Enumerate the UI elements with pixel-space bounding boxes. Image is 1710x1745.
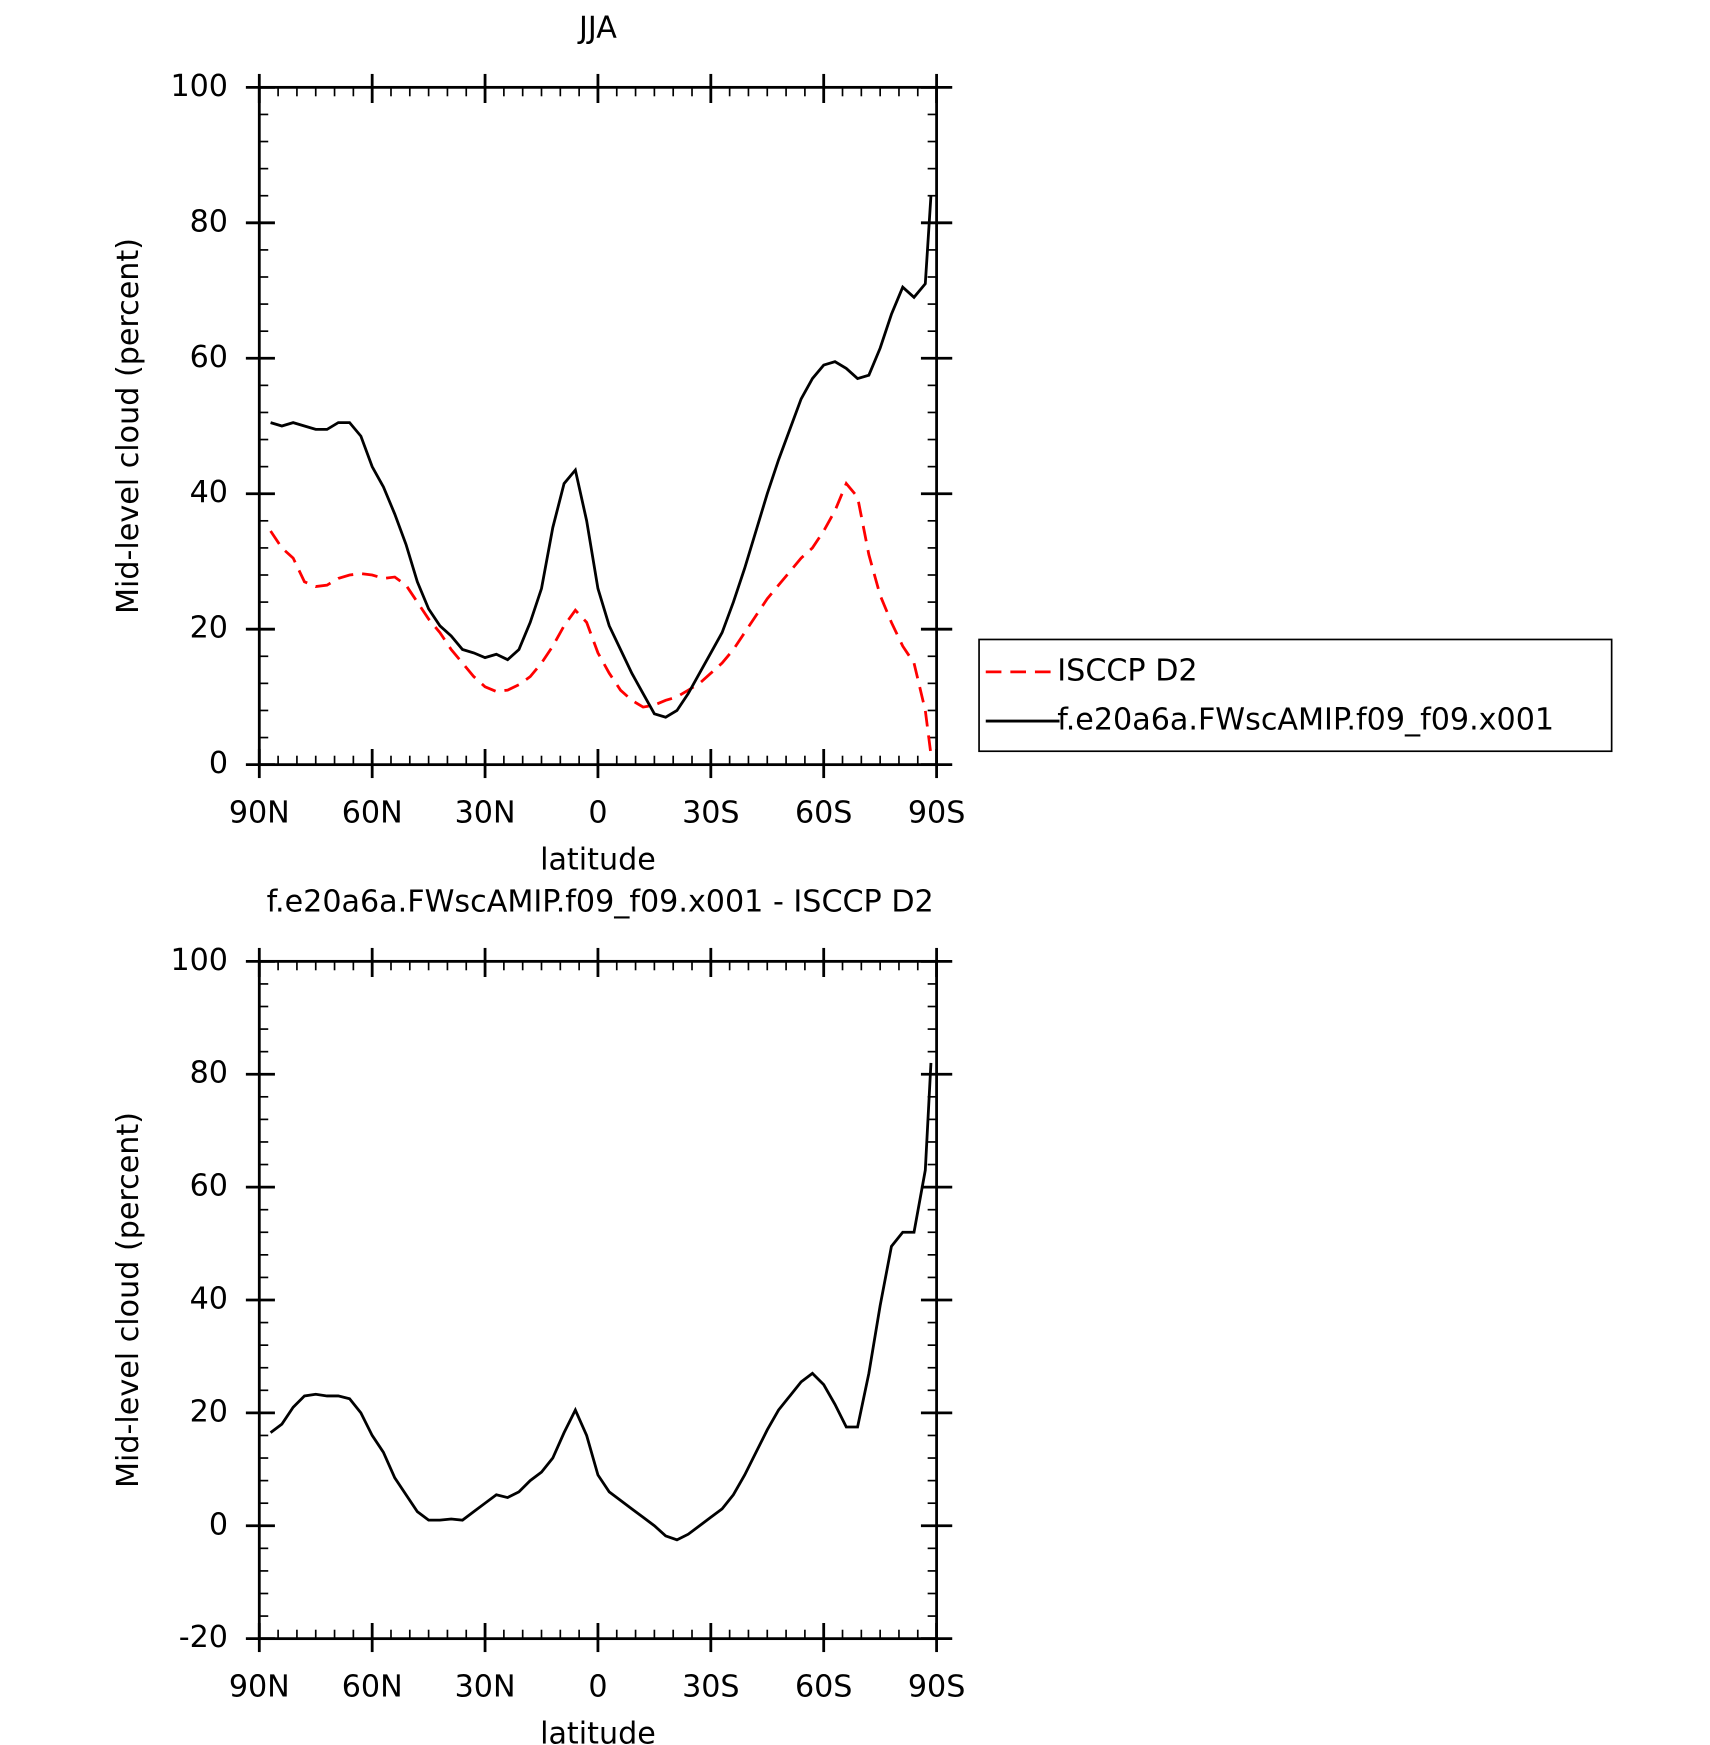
plot-frame (257, 959, 938, 1641)
y-tick-label: -20 (179, 1620, 228, 1655)
x-tick-label: 90N (229, 795, 290, 830)
x-tick-label: 60S (795, 795, 853, 830)
x-tick-label: 30N (455, 795, 516, 830)
x-tick-label: 60S (795, 1669, 853, 1704)
x-tick-label: 90S (908, 1669, 966, 1704)
y-tick-label: 100 (170, 943, 228, 978)
y-tick-label: 0 (209, 1507, 228, 1542)
y-tick-label: 80 (190, 1056, 228, 1091)
y-tick-label: 60 (190, 1169, 228, 1204)
y-tick-label: 40 (190, 1281, 228, 1316)
data-line (269, 480, 933, 755)
legend-label: f.e20a6a.FWscAMIP.f09_f09.x001 (1057, 703, 1554, 738)
x-tick-label: 0 (588, 795, 607, 830)
y-tick-label: 80 (190, 204, 228, 239)
data-line (269, 1062, 933, 1542)
y-tick-label: 20 (190, 1394, 228, 1429)
x-axis-label: latitude (540, 842, 656, 877)
data-line (270, 195, 933, 719)
x-tick-label: 0 (588, 1669, 607, 1704)
x-tick-label: 30S (682, 1669, 740, 1704)
x-tick-label: 30S (682, 795, 740, 830)
x-tick-label: 90N (229, 1669, 290, 1704)
y-tick-label: 60 (190, 340, 228, 375)
plot-frame (257, 85, 938, 767)
chart-title: JJA (577, 11, 617, 46)
x-tick-label: 60N (342, 795, 403, 830)
x-tick-label: 30N (455, 1669, 516, 1704)
y-tick-label: 20 (190, 611, 228, 646)
y-tick-label: 0 (209, 746, 228, 781)
y-axis-label: Mid-level cloud (percent) (111, 1112, 146, 1488)
legend-box (978, 638, 1613, 753)
y-tick-label: 100 (170, 69, 228, 104)
legend-label: ISCCP D2 (1057, 653, 1197, 688)
y-tick-label: 40 (190, 475, 228, 510)
chart-title: f.e20a6a.FWscAMIP.f09_f09.x001 - ISCCP D… (267, 885, 934, 920)
x-tick-label: 60N (342, 1669, 403, 1704)
x-axis-label: latitude (540, 1716, 656, 1745)
y-axis-label: Mid-level cloud (percent) (111, 238, 146, 614)
x-tick-label: 90S (908, 795, 966, 830)
